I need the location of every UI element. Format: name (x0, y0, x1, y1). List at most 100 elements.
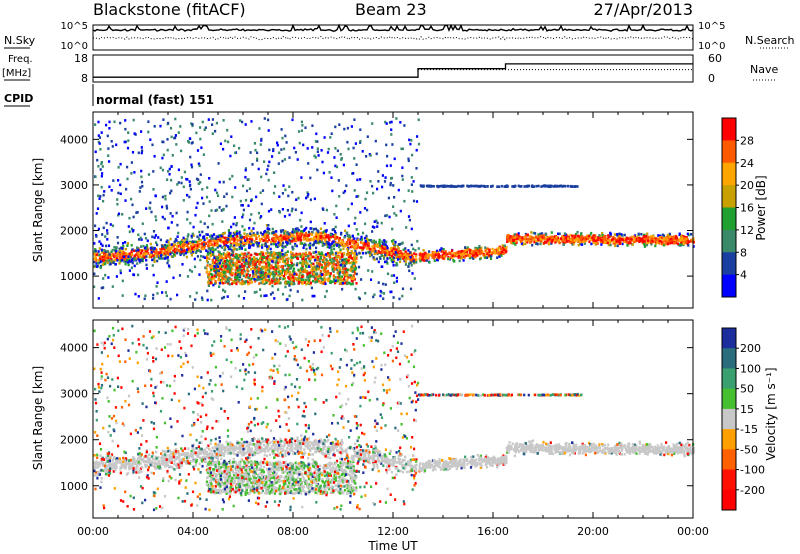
scatter-cell (517, 184, 520, 188)
scatter-cell (220, 268, 224, 271)
scatter-cell (159, 254, 163, 257)
scatter-cell (333, 213, 336, 216)
scatter-cell (227, 229, 230, 232)
scatter-cell (334, 225, 337, 229)
scatter-cell (366, 135, 369, 138)
scatter-cell (360, 246, 363, 249)
scatter-cell (208, 214, 211, 218)
scatter-cell (199, 181, 202, 184)
scatter-cell (384, 176, 387, 179)
scatter-cell (409, 251, 412, 254)
scatter-cell (383, 247, 386, 251)
scatter-cell (572, 234, 575, 238)
scatter-cell (360, 235, 363, 239)
scatter-cell (317, 276, 320, 279)
scatter-cell (623, 240, 626, 243)
scatter-cell (525, 234, 528, 237)
scatter-cell (268, 148, 271, 152)
power-scatter (93, 117, 695, 302)
scatter-cell (419, 259, 422, 263)
scatter-cell (347, 258, 350, 261)
nsky-label: N.Sky (4, 34, 36, 47)
scatter-cell (352, 264, 355, 268)
scatter-cell (245, 238, 249, 241)
scatter-cell (475, 248, 478, 252)
scatter-cell (140, 169, 143, 173)
scatter-cell (374, 244, 378, 248)
scatter-cell (385, 122, 388, 125)
scatter-cell (388, 121, 392, 124)
scatter-cell (343, 189, 347, 193)
scatter-cell (232, 263, 235, 267)
scatter-cell (109, 262, 112, 265)
scatter-cell (166, 138, 169, 141)
scatter-cell (394, 251, 397, 254)
scatter-cell (312, 262, 315, 266)
scatter-cell (119, 269, 122, 272)
scatter-cell (266, 258, 269, 261)
scatter-cell (265, 267, 268, 271)
scatter-cell (467, 248, 470, 251)
scatter-cell (304, 251, 308, 255)
scatter-cell (268, 270, 271, 273)
scatter-cell (195, 291, 198, 295)
scatter-cell (488, 250, 491, 253)
scatter-cell (389, 164, 392, 167)
scatter-cell (541, 237, 544, 241)
scatter-cell (214, 188, 217, 192)
scatter-cell (169, 191, 172, 195)
scatter-cell (100, 174, 103, 178)
scatter-cell (463, 256, 466, 259)
scatter-cell (259, 260, 262, 264)
scatter-cell (412, 199, 416, 203)
scatter-cell (164, 246, 167, 249)
frequency-panel-frame (92, 54, 694, 83)
scatter-cell (308, 273, 311, 277)
scatter-cell (332, 253, 335, 256)
scatter-cell (226, 278, 229, 282)
scatter-cell (321, 278, 324, 281)
scatter-cell (307, 162, 310, 165)
scatter-cell (547, 184, 550, 188)
scatter-cell (253, 260, 256, 264)
scatter-cell (599, 240, 602, 243)
scatter-cell (283, 215, 287, 218)
scatter-cell (286, 243, 289, 246)
scatter-cell (460, 184, 463, 188)
scatter-cell (234, 265, 237, 268)
scatter-cell (133, 255, 136, 259)
scatter-cell (626, 244, 629, 247)
ytick-label: 2000 (60, 225, 88, 238)
scatter-cell (159, 251, 162, 254)
scatter-cell (214, 209, 217, 212)
scatter-cell (243, 228, 246, 232)
scatter-cell (232, 254, 235, 257)
scatter-cell (272, 237, 275, 240)
scatter-cell (120, 246, 123, 250)
scatter-cell (308, 232, 311, 236)
scatter-cell (690, 240, 693, 243)
scatter-cell (227, 247, 230, 251)
scatter-cell (233, 255, 236, 259)
scatter-cell (312, 238, 315, 242)
scatter-cell (274, 268, 277, 272)
scatter-cell (266, 245, 269, 248)
scatter-cell (571, 234, 574, 238)
scatter-cell (574, 234, 577, 238)
scatter-cell (672, 237, 675, 241)
scatter-cell (203, 246, 206, 250)
scatter-cell (376, 187, 379, 191)
scatter-cell (230, 282, 234, 286)
scatter-cell (681, 238, 684, 241)
scatter-cell (249, 260, 252, 264)
scatter-cell (329, 136, 332, 139)
scatter-cell (558, 232, 561, 236)
scatter-cell (237, 254, 240, 257)
scatter-cell (290, 266, 293, 270)
scatter-cell (299, 277, 302, 281)
scatter-cell (530, 239, 533, 243)
scatter-cell (230, 248, 233, 252)
scatter-cell (334, 233, 337, 237)
scatter-cell (396, 251, 399, 255)
scatter-cell (290, 256, 293, 259)
